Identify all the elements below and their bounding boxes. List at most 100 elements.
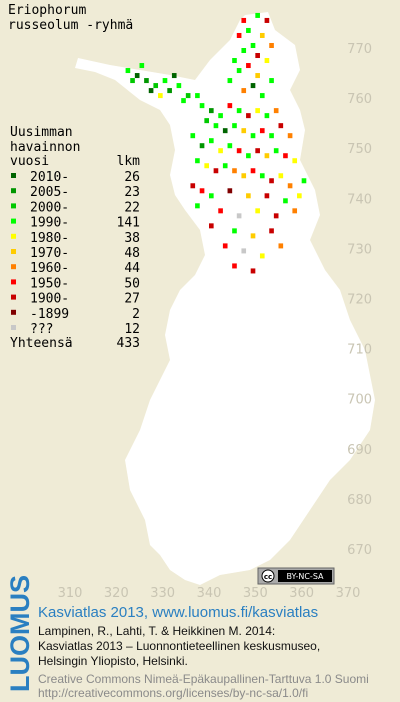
legend-swatch <box>11 325 16 330</box>
legend-swatch <box>11 218 16 224</box>
observation-square <box>232 263 237 269</box>
observation-square <box>255 148 260 154</box>
x-tick-label: 340 <box>197 586 222 601</box>
observation-square <box>246 153 251 159</box>
observation-square <box>241 88 247 94</box>
legend-label: 1990- <box>30 216 69 231</box>
observation-square <box>269 42 274 48</box>
x-tick-label: 330 <box>150 586 175 601</box>
observation-square <box>232 58 237 64</box>
observation-square <box>264 17 270 23</box>
observation-square <box>190 133 196 139</box>
observation-square <box>273 213 279 219</box>
observation-square <box>250 42 256 48</box>
observation-square <box>250 168 256 174</box>
observation-square <box>153 83 159 89</box>
legend-count: 27 <box>124 292 140 307</box>
observation-square <box>283 153 288 159</box>
observation-square <box>213 168 219 174</box>
observation-square <box>264 58 270 64</box>
observation-square <box>227 78 233 84</box>
badge-text: BY-NC-SA <box>286 572 324 581</box>
y-tick-label: 720 <box>347 293 372 308</box>
observation-square <box>246 113 251 119</box>
observation-square <box>246 193 251 199</box>
observation-square <box>204 118 209 124</box>
legend-count: 50 <box>124 276 140 291</box>
observation-square <box>195 203 200 209</box>
cc-badge: cc BY-NC-SA <box>257 567 335 585</box>
observation-square <box>195 158 200 164</box>
observation-square <box>273 148 279 154</box>
legend-swatch <box>11 233 16 239</box>
legend-label: 1970- <box>30 246 69 261</box>
observation-square <box>148 88 154 94</box>
observation-square <box>246 63 251 69</box>
observation-square <box>255 12 260 18</box>
observation-square <box>255 53 260 59</box>
legend-header: Uusimman <box>10 125 73 140</box>
observation-square <box>250 83 256 89</box>
observation-square <box>227 103 233 109</box>
observation-square <box>278 173 284 179</box>
legend-count: 23 <box>124 185 140 200</box>
observation-square <box>264 193 270 199</box>
observation-square <box>250 233 256 239</box>
observation-square <box>218 208 223 214</box>
observation-square <box>218 113 223 119</box>
observation-square <box>250 268 256 274</box>
observation-square <box>269 133 274 139</box>
observation-square <box>144 78 149 84</box>
legend-swatch <box>11 249 16 254</box>
observation-square <box>190 183 196 189</box>
legend-total-label: Yhteensä <box>10 336 73 351</box>
legend-swatch <box>11 203 16 209</box>
observation-square <box>218 148 223 154</box>
observation-square <box>232 168 237 174</box>
title: Eriophorum <box>8 3 86 18</box>
legend-count: 12 <box>124 322 140 337</box>
title: russeolum -ryhmä <box>8 18 133 33</box>
observation-square <box>181 98 186 104</box>
x-tick-label: 370 <box>336 586 361 601</box>
observation-square <box>209 108 214 114</box>
legend-count: 48 <box>124 246 140 261</box>
observation-square <box>185 93 191 99</box>
legend-swatch <box>11 173 16 178</box>
legend-count: 2 <box>132 307 140 322</box>
x-tick-label: 310 <box>58 586 83 601</box>
y-tick-label: 690 <box>347 443 372 458</box>
y-tick-label: 670 <box>347 543 372 558</box>
y-tick-label: 760 <box>347 92 372 107</box>
observation-square <box>259 128 265 134</box>
y-tick-label: 680 <box>347 493 372 508</box>
observation-square <box>278 123 284 129</box>
y-tick-label: 710 <box>347 343 372 358</box>
legend-count: 22 <box>124 200 140 215</box>
legend-swatch <box>11 294 16 300</box>
credits-heading: Kasviatlas 2013, www.luomus.fi/kasviatla… <box>38 604 318 621</box>
license: Creative Commons Nimeä-Epäkaupallinen-Ta… <box>38 672 369 686</box>
observation-square <box>283 198 288 204</box>
legend-label: 2010- <box>30 170 69 185</box>
observation-square <box>292 208 298 214</box>
observation-square <box>259 93 265 99</box>
observation-square <box>232 228 237 234</box>
y-tick-label: 750 <box>347 142 372 157</box>
observation-square <box>134 73 140 79</box>
observation-square <box>199 103 205 109</box>
legend-swatch <box>11 309 16 315</box>
finland-outline <box>75 12 375 585</box>
observation-square <box>264 113 270 119</box>
observation-square <box>236 32 242 38</box>
observation-square <box>227 143 233 149</box>
observation-square <box>241 248 247 254</box>
legend-label: 1980- <box>30 231 69 246</box>
legend-label: 2005- <box>30 185 69 200</box>
legend-count: 26 <box>124 170 140 185</box>
legend-swatch <box>11 188 16 194</box>
observation-square <box>250 133 256 139</box>
legend-label: 1960- <box>30 261 69 276</box>
legend-header: havainnon <box>10 140 80 155</box>
observation-square <box>287 133 293 139</box>
